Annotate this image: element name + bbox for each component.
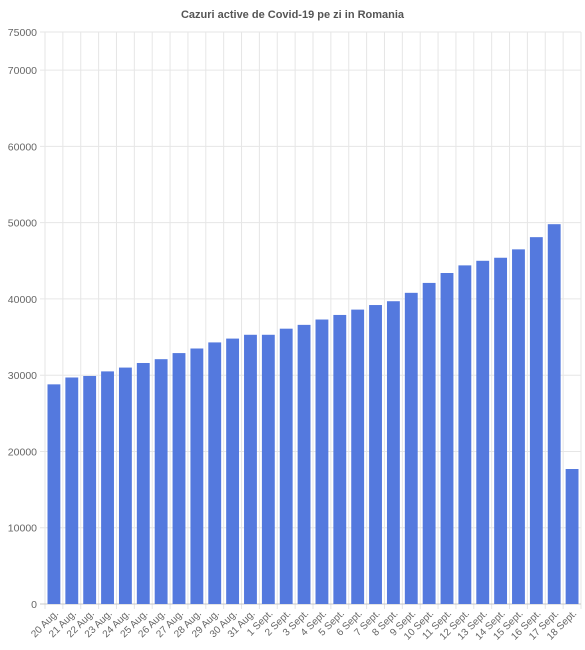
bar bbox=[297, 324, 311, 604]
bar bbox=[386, 301, 400, 604]
bar bbox=[565, 469, 579, 604]
bar bbox=[208, 342, 222, 604]
bar bbox=[369, 305, 382, 604]
bar bbox=[315, 319, 329, 604]
y-tick-label: 60000 bbox=[8, 141, 37, 153]
bar bbox=[351, 309, 365, 604]
bars bbox=[47, 224, 579, 605]
y-tick-label: 0 bbox=[31, 599, 37, 611]
bar bbox=[404, 292, 418, 604]
bar bbox=[83, 375, 97, 604]
y-tick-label: 50000 bbox=[8, 218, 37, 230]
bar bbox=[440, 273, 454, 604]
bar bbox=[512, 249, 525, 605]
bar bbox=[101, 371, 114, 604]
bar bbox=[65, 377, 79, 604]
y-tick-label: 30000 bbox=[8, 370, 37, 382]
bar bbox=[494, 257, 508, 604]
bar bbox=[476, 260, 490, 604]
y-axis-ticks: 0 10000 20000 30000 40000 50000 60000 70000 7500… bbox=[8, 27, 37, 611]
bar bbox=[529, 237, 543, 604]
bar bbox=[458, 265, 472, 604]
bar bbox=[547, 224, 561, 604]
grid-lines bbox=[40, 31, 582, 609]
y-tick-label: 10000 bbox=[8, 523, 37, 535]
bar bbox=[136, 362, 150, 604]
bar bbox=[422, 282, 436, 604]
y-tick-label: 75000 bbox=[8, 27, 37, 39]
bar bbox=[279, 328, 293, 604]
bar bbox=[47, 384, 61, 604]
y-tick-label: 40000 bbox=[8, 294, 37, 306]
bar bbox=[190, 348, 204, 604]
y-tick-label: 70000 bbox=[8, 65, 37, 77]
bar bbox=[261, 334, 275, 604]
bar bbox=[118, 367, 132, 604]
bar bbox=[172, 353, 186, 604]
bar bbox=[226, 338, 240, 604]
bar bbox=[333, 314, 347, 604]
y-tick-label: 20000 bbox=[8, 446, 37, 458]
bar bbox=[244, 334, 257, 604]
x-axis-ticks: 20 Aug.21 Aug.22 Aug.23 Aug.24 Aug.25 Au… bbox=[29, 608, 579, 642]
bar bbox=[154, 359, 168, 604]
chart-title: Cazuri active de Covid-19 pe zi in Roman… bbox=[180, 9, 405, 21]
